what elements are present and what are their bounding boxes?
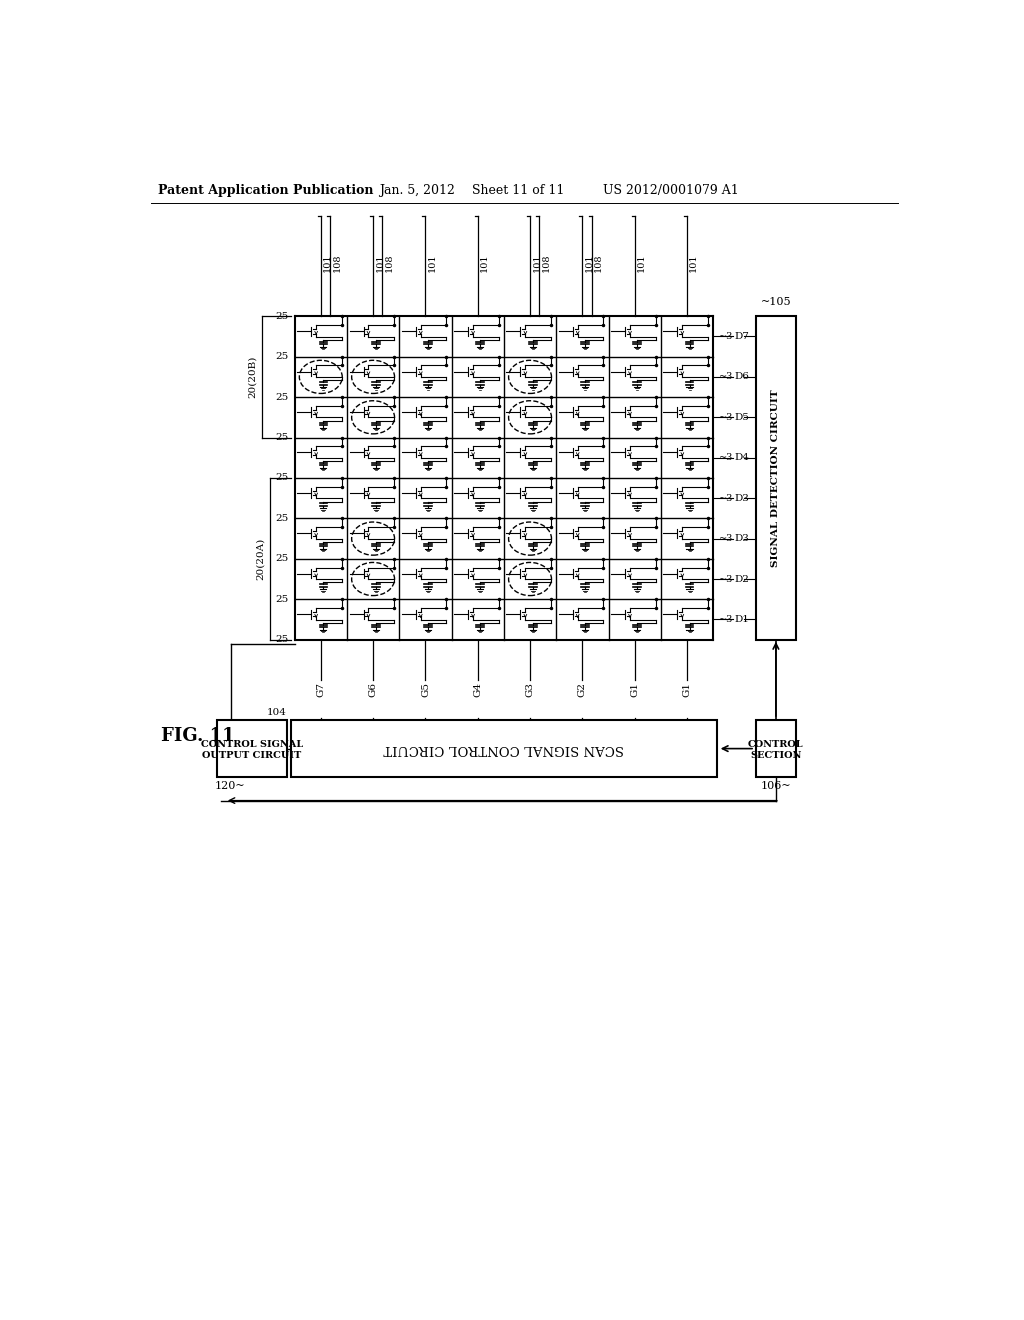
Text: D6: D6 (735, 372, 750, 381)
Text: 25: 25 (275, 554, 289, 564)
Text: G2: G2 (578, 682, 587, 697)
Text: 101: 101 (689, 253, 698, 272)
Text: D5: D5 (735, 413, 750, 422)
Bar (291, 719, 717, 777)
Text: ~3: ~3 (719, 574, 734, 583)
Text: ~3: ~3 (719, 535, 734, 543)
Text: 104: 104 (267, 709, 287, 718)
Text: CONTROL SIGNAL: CONTROL SIGNAL (201, 741, 303, 750)
Text: ~3: ~3 (719, 453, 734, 462)
Text: 108: 108 (333, 253, 341, 272)
Text: US 2012/0001079 A1: US 2012/0001079 A1 (603, 185, 738, 197)
Text: 25: 25 (275, 513, 289, 523)
Text: ~3: ~3 (719, 615, 734, 624)
Text: G1: G1 (682, 682, 691, 697)
Text: D1: D1 (735, 615, 750, 624)
Text: D7: D7 (735, 331, 750, 341)
Text: ~3: ~3 (719, 372, 734, 381)
Text: G3: G3 (525, 682, 535, 697)
Text: CONTROL: CONTROL (749, 741, 804, 750)
Text: 120~: 120~ (215, 781, 246, 791)
Text: SIGNAL DETECTION CIRCUIT: SIGNAL DETECTION CIRCUIT (771, 389, 780, 566)
Bar (756, 317, 796, 640)
Bar (756, 719, 796, 777)
Text: 25: 25 (275, 352, 289, 362)
Text: G6: G6 (369, 682, 378, 697)
Text: D3: D3 (735, 494, 750, 503)
Text: SECTION: SECTION (751, 751, 802, 760)
Text: G5: G5 (421, 682, 430, 697)
Text: D4: D4 (735, 453, 750, 462)
Text: 25: 25 (275, 312, 289, 321)
Text: 25: 25 (275, 433, 289, 442)
Text: D3: D3 (735, 535, 750, 543)
Text: 101: 101 (532, 253, 542, 272)
Text: 101: 101 (428, 253, 436, 272)
Text: 25: 25 (275, 392, 289, 401)
Text: 101: 101 (585, 253, 594, 272)
Text: D2: D2 (735, 574, 750, 583)
Text: 101: 101 (637, 253, 646, 272)
Text: 108: 108 (542, 253, 551, 272)
Text: ~3: ~3 (719, 331, 734, 341)
Text: FIG. 11: FIG. 11 (161, 727, 234, 744)
Text: Patent Application Publication: Patent Application Publication (158, 185, 374, 197)
Text: Sheet 11 of 11: Sheet 11 of 11 (472, 185, 564, 197)
Text: Jan. 5, 2012: Jan. 5, 2012 (379, 185, 455, 197)
Text: G1: G1 (630, 682, 639, 697)
Text: ~3: ~3 (719, 413, 734, 422)
Text: 101: 101 (480, 253, 489, 272)
Text: G4: G4 (473, 682, 482, 697)
Text: ~3: ~3 (719, 494, 734, 503)
Text: 108: 108 (385, 253, 393, 272)
Text: OUTPUT CIRCUIT: OUTPUT CIRCUIT (203, 751, 302, 760)
Text: SCAN SIGNAL CONTROL CIRCUIT: SCAN SIGNAL CONTROL CIRCUIT (384, 742, 625, 755)
Text: 20(20A): 20(20A) (256, 537, 265, 579)
Text: 101: 101 (324, 253, 332, 272)
Text: 101: 101 (376, 253, 384, 272)
Text: 20(20B): 20(20B) (248, 355, 257, 399)
Text: 25: 25 (275, 474, 289, 482)
Text: 25: 25 (275, 635, 289, 644)
Text: 108: 108 (594, 253, 603, 272)
Text: ~105: ~105 (761, 297, 792, 308)
Text: G7: G7 (316, 682, 326, 697)
Bar (217, 719, 287, 777)
Text: 106~: 106~ (761, 781, 792, 791)
Text: 25: 25 (275, 595, 289, 603)
